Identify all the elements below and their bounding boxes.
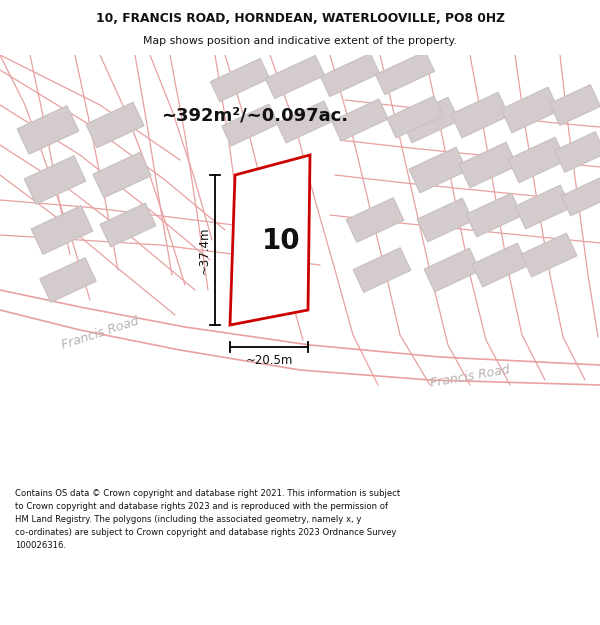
Text: Francis Road: Francis Road <box>60 314 140 352</box>
Polygon shape <box>562 178 600 216</box>
Polygon shape <box>40 258 96 302</box>
Polygon shape <box>409 148 467 192</box>
Polygon shape <box>277 101 333 143</box>
Polygon shape <box>211 58 269 102</box>
Text: ~392m²/~0.097ac.: ~392m²/~0.097ac. <box>161 106 349 124</box>
Polygon shape <box>93 152 151 198</box>
Polygon shape <box>550 84 600 126</box>
Text: ~20.5m: ~20.5m <box>245 354 293 367</box>
Polygon shape <box>265 56 325 99</box>
Text: Francis Road: Francis Road <box>429 364 511 391</box>
Polygon shape <box>466 193 522 237</box>
Polygon shape <box>332 99 388 141</box>
Polygon shape <box>424 248 480 292</box>
Polygon shape <box>230 155 310 325</box>
Text: 10: 10 <box>262 228 300 255</box>
Polygon shape <box>17 106 79 154</box>
Polygon shape <box>472 243 528 287</box>
Polygon shape <box>86 102 144 148</box>
Polygon shape <box>501 88 559 132</box>
Text: 10, FRANCIS ROAD, HORNDEAN, WATERLOOVILLE, PO8 0HZ: 10, FRANCIS ROAD, HORNDEAN, WATERLOOVILL… <box>95 12 505 25</box>
Polygon shape <box>554 132 600 173</box>
Text: ~37.4m: ~37.4m <box>197 226 211 274</box>
Polygon shape <box>376 51 434 94</box>
Text: Contains OS data © Crown copyright and database right 2021. This information is : Contains OS data © Crown copyright and d… <box>15 489 400 549</box>
Polygon shape <box>401 98 459 142</box>
Polygon shape <box>521 233 577 277</box>
Text: Map shows position and indicative extent of the property.: Map shows position and indicative extent… <box>143 36 457 46</box>
Polygon shape <box>459 142 517 188</box>
Polygon shape <box>31 206 93 254</box>
Polygon shape <box>24 156 86 204</box>
Polygon shape <box>346 198 404 242</box>
Polygon shape <box>515 185 571 229</box>
Polygon shape <box>100 203 156 247</box>
Polygon shape <box>353 248 411 292</box>
Polygon shape <box>508 138 566 182</box>
Polygon shape <box>387 96 443 138</box>
Polygon shape <box>320 53 380 97</box>
Polygon shape <box>222 104 278 146</box>
Polygon shape <box>451 92 509 138</box>
Polygon shape <box>417 198 473 242</box>
